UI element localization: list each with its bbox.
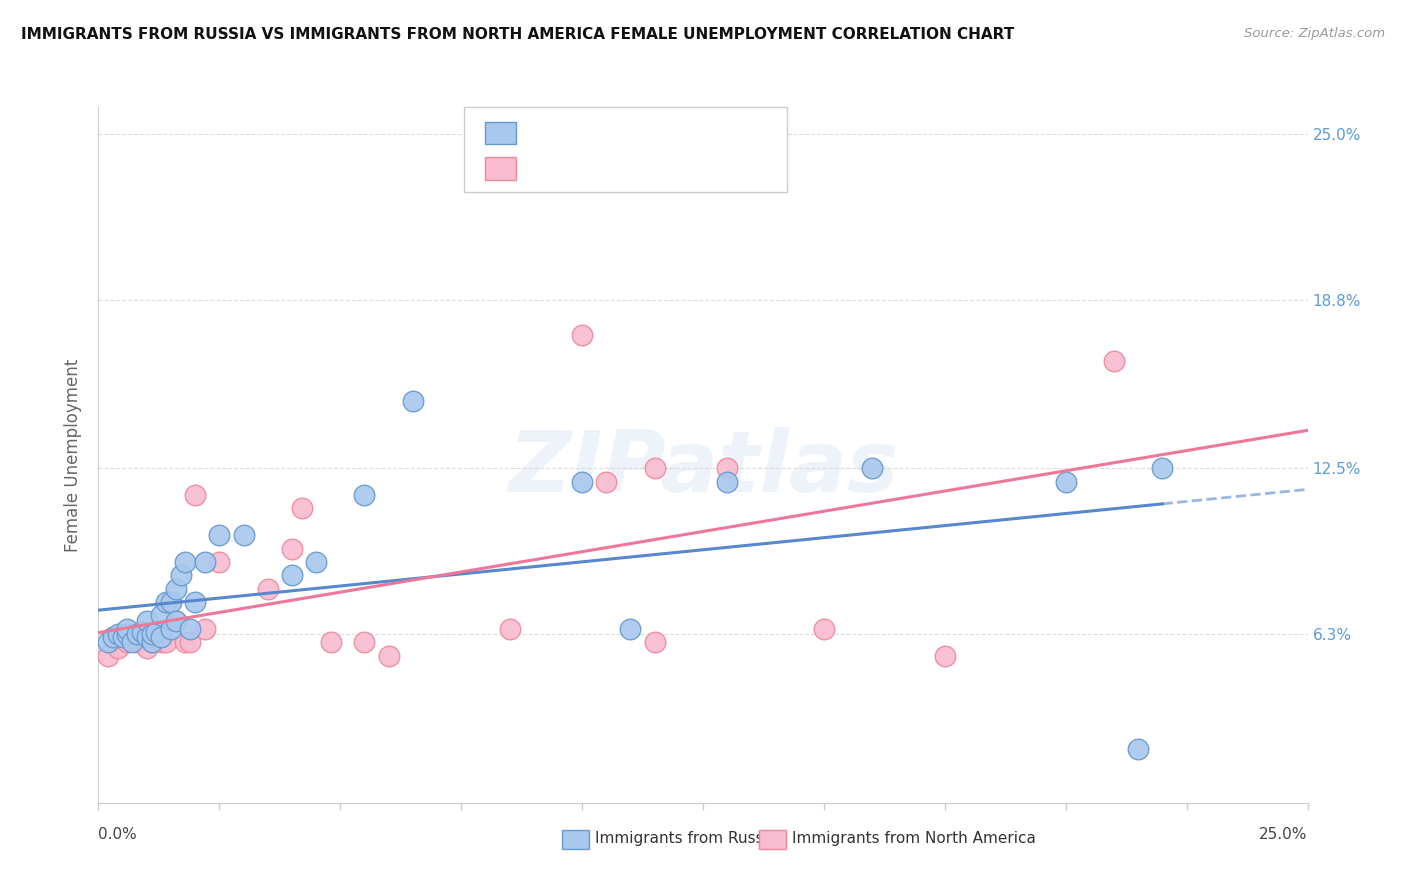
Y-axis label: Female Unemployment: Female Unemployment	[63, 359, 82, 551]
Point	[194, 622, 217, 636]
Point	[498, 622, 520, 636]
Text: 25.0%: 25.0%	[1260, 827, 1308, 841]
Point	[135, 640, 157, 655]
Point	[101, 630, 124, 644]
Point	[111, 630, 134, 644]
Point	[135, 614, 157, 628]
Point	[174, 635, 197, 649]
Point	[184, 488, 207, 502]
Point	[127, 635, 149, 649]
Point	[319, 635, 342, 649]
Point	[208, 555, 231, 569]
Point	[305, 555, 328, 569]
Point	[232, 528, 254, 542]
Text: R =: R =	[527, 160, 564, 178]
Point	[155, 635, 177, 649]
Point	[97, 635, 120, 649]
Point	[179, 635, 201, 649]
Text: N =: N =	[628, 160, 681, 178]
Point	[165, 614, 187, 628]
Point	[194, 555, 217, 569]
Point	[716, 461, 738, 475]
Point	[402, 394, 425, 409]
Point	[127, 627, 149, 641]
Point	[353, 488, 375, 502]
Point	[150, 635, 173, 649]
Point	[169, 568, 191, 582]
Point	[1128, 742, 1150, 756]
Point	[155, 595, 177, 609]
Point	[571, 327, 593, 342]
Point	[174, 555, 197, 569]
Point	[150, 608, 173, 623]
Point	[290, 501, 312, 516]
Point	[107, 640, 129, 655]
Text: Immigrants from Russia: Immigrants from Russia	[595, 831, 778, 846]
Point	[135, 630, 157, 644]
Point	[595, 475, 617, 489]
Text: 0.589: 0.589	[569, 124, 621, 142]
Point	[716, 475, 738, 489]
Point	[117, 627, 139, 641]
Point	[813, 622, 835, 636]
Point	[571, 475, 593, 489]
Point	[1152, 461, 1174, 475]
Point	[644, 461, 666, 475]
Text: Source: ZipAtlas.com: Source: ZipAtlas.com	[1244, 27, 1385, 40]
Point	[107, 627, 129, 641]
Text: N =: N =	[628, 124, 681, 142]
Text: 0.0%: 0.0%	[98, 827, 138, 841]
Point	[256, 582, 278, 596]
Point	[141, 627, 163, 641]
Point	[353, 635, 375, 649]
Point	[150, 630, 173, 644]
Point	[179, 622, 201, 636]
Point	[131, 624, 153, 639]
Point	[934, 648, 956, 663]
Text: IMMIGRANTS FROM RUSSIA VS IMMIGRANTS FROM NORTH AMERICA FEMALE UNEMPLOYMENT CORR: IMMIGRANTS FROM RUSSIA VS IMMIGRANTS FRO…	[21, 27, 1014, 42]
Point	[141, 635, 163, 649]
Text: Immigrants from North America: Immigrants from North America	[792, 831, 1035, 846]
Point	[145, 624, 167, 639]
Point	[644, 635, 666, 649]
Point	[165, 614, 187, 628]
Point	[117, 622, 139, 636]
Point	[117, 635, 139, 649]
Point	[1054, 475, 1077, 489]
Text: R =: R =	[527, 124, 564, 142]
Text: 0.584: 0.584	[569, 160, 621, 178]
Point	[165, 582, 187, 596]
Point	[208, 528, 231, 542]
Point	[619, 622, 641, 636]
Text: 39: 39	[685, 124, 709, 142]
Point	[1102, 354, 1125, 368]
Text: ZIPatlas: ZIPatlas	[508, 427, 898, 510]
Point	[281, 541, 304, 556]
Point	[860, 461, 883, 475]
Point	[377, 648, 399, 663]
Point	[160, 622, 183, 636]
Point	[141, 635, 163, 649]
Point	[121, 635, 143, 649]
Point	[184, 595, 207, 609]
Point	[281, 568, 304, 582]
Text: 29: 29	[685, 160, 709, 178]
Point	[97, 648, 120, 663]
Point	[160, 595, 183, 609]
